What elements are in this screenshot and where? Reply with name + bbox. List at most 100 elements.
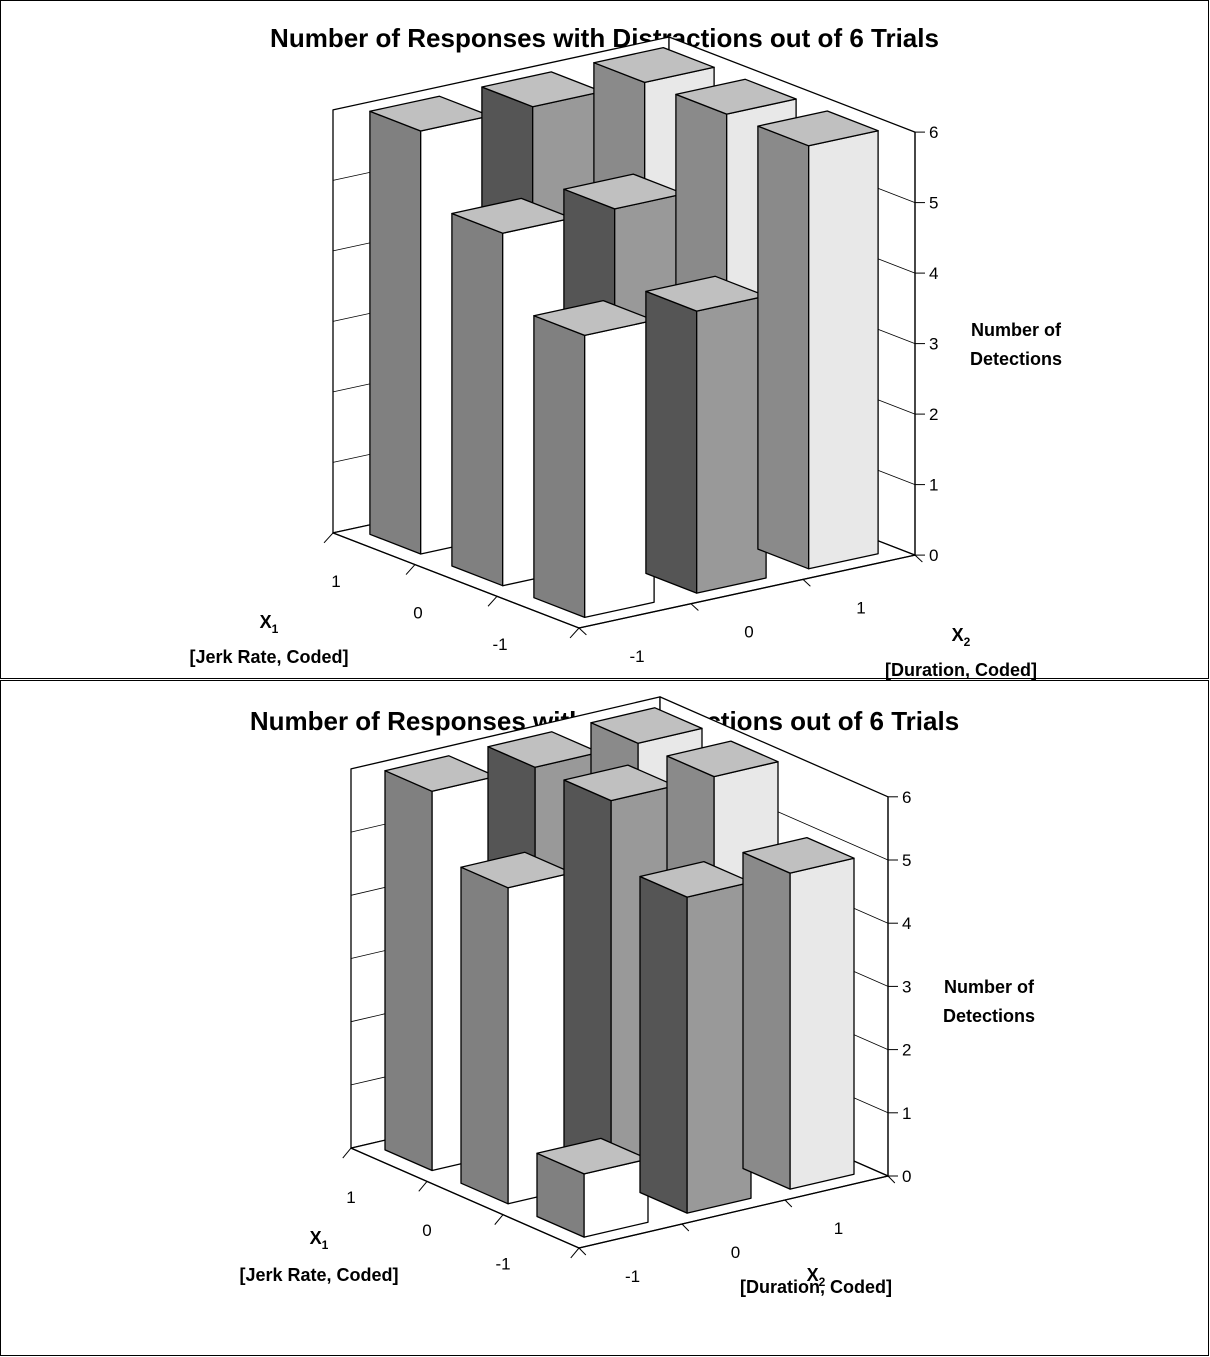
z-axis-title: Number of — [971, 320, 1062, 340]
bar-left-face — [451, 212, 504, 587]
bar-top-face — [563, 764, 676, 802]
chart-title: Number of Responses with Distractions ou… — [270, 23, 939, 53]
bar — [639, 860, 752, 1214]
bar-left-face — [645, 290, 698, 594]
x1-tick — [487, 595, 498, 607]
x2-tick — [784, 1199, 793, 1208]
x1-tick — [405, 564, 416, 575]
bar — [536, 1137, 649, 1238]
bar-top-face — [460, 851, 573, 889]
bar-top-face — [384, 755, 497, 792]
x1-tick — [342, 1147, 352, 1159]
bar-top-face — [536, 1137, 649, 1175]
x1-axis-title: X1 — [310, 1228, 329, 1252]
x2-tick — [690, 603, 699, 611]
x1-axis-description: [Jerk Rate, Coded] — [239, 1265, 398, 1285]
bar-left-face — [563, 779, 612, 1181]
bar — [645, 275, 767, 594]
x1-tick-label: 1 — [346, 1188, 355, 1207]
bar-left-face — [742, 851, 791, 1190]
z-tick-label: 1 — [929, 476, 938, 495]
z-tick-label: 0 — [902, 1167, 911, 1186]
z-tick-label: 3 — [929, 335, 938, 354]
z-tick-label: 6 — [929, 123, 938, 142]
x2-tick — [681, 1223, 690, 1232]
bar-front-face — [686, 881, 752, 1214]
bar-top-face — [757, 110, 879, 147]
bar-top-face — [481, 71, 603, 108]
x1-tick — [418, 1181, 428, 1192]
z-tick-label: 1 — [902, 1104, 911, 1123]
x2-tick — [578, 627, 587, 636]
bar-left-face — [384, 770, 433, 1172]
chart-panel-with-distractions: Number of Responses with Distractions ou… — [0, 0, 1209, 680]
x2-axis-line — [578, 1175, 889, 1249]
bar-front-face — [696, 295, 767, 594]
bar — [742, 836, 855, 1190]
x1-tick — [570, 1247, 580, 1259]
x2-tick-label: -1 — [629, 647, 644, 666]
x1-axis-description: [Jerk Rate, Coded] — [189, 647, 348, 667]
bar-top-face — [645, 275, 767, 312]
x1-tick-label: -1 — [495, 1254, 510, 1273]
x1-tick-label: 0 — [413, 603, 422, 622]
bar-left-face — [533, 315, 586, 619]
x1-axis-line — [350, 1147, 580, 1249]
z-tick-label: 0 — [929, 546, 938, 565]
x1-axis-title: X1 — [260, 612, 279, 636]
z-tick-label: 5 — [902, 851, 911, 870]
z-tick-label: 5 — [929, 194, 938, 213]
bar-front-face — [789, 857, 855, 1190]
z-tick-label: 3 — [902, 977, 911, 996]
x2-tick-label: 1 — [834, 1219, 843, 1238]
bar-top-face — [593, 46, 715, 84]
x2-axis-subscript: 2 — [964, 635, 971, 649]
x2-tick-label: 1 — [856, 598, 865, 617]
z-tick-label: 2 — [902, 1041, 911, 1060]
z-tick-label: 4 — [929, 264, 938, 283]
x1-tick-label: 0 — [422, 1221, 431, 1240]
bar-front-face — [584, 319, 655, 619]
x1-tick — [494, 1214, 504, 1225]
x1-tick — [323, 532, 334, 544]
bar-top-face — [742, 836, 855, 874]
bar-top-face — [563, 173, 685, 210]
x2-axis-subscript: 2 — [819, 1275, 826, 1289]
z-axis-title: Number of — [944, 977, 1035, 997]
bar — [460, 851, 573, 1205]
x2-tick — [578, 1247, 587, 1256]
bar-top-face — [639, 860, 752, 898]
bar-top-face — [533, 299, 655, 337]
x1-axis-subscript: 1 — [272, 622, 279, 636]
x2-axis-line — [578, 554, 916, 629]
bar-top-face — [451, 197, 573, 234]
x1-tick-label: 1 — [331, 572, 340, 591]
x2-tick — [887, 1175, 896, 1184]
bar-left-face — [460, 866, 509, 1205]
bar — [757, 110, 879, 570]
bar-top-face — [369, 95, 491, 132]
bar-left-face — [369, 110, 422, 555]
chart-panel-without-distractions: Number of Responses without Distractions… — [0, 680, 1209, 1356]
bar-top-face — [487, 731, 600, 768]
x1-tick-label: -1 — [492, 635, 507, 654]
x2-tick-label: -1 — [625, 1267, 640, 1286]
bar-top-face — [590, 707, 703, 744]
bar-left-face — [639, 875, 688, 1214]
bar-left-face — [757, 125, 810, 570]
x2-axis-title: X2 — [952, 625, 971, 649]
x1-axis-subscript: 1 — [322, 1238, 329, 1252]
x1-tick — [569, 627, 580, 639]
bar-chart-3d-with-distractions: 1 0 -1 -1 0 1 0 1 2 3 4 5 6 X1 [Jerk Rate, Coded] X2 [Du… — [189, 36, 1062, 680]
z-tick-label: 6 — [902, 788, 911, 807]
x1-axis-line — [332, 532, 580, 629]
bar-front-face — [808, 130, 879, 570]
bar — [533, 299, 655, 619]
x2-tick-label: 0 — [744, 623, 753, 642]
z-axis-title: Detections — [970, 349, 1062, 369]
x2-axis-description: [Duration, Coded] — [740, 1277, 892, 1297]
z-tick-label: 2 — [929, 405, 938, 424]
z-axis-title: Detections — [943, 1006, 1035, 1026]
z-tick-label: 4 — [902, 914, 911, 933]
